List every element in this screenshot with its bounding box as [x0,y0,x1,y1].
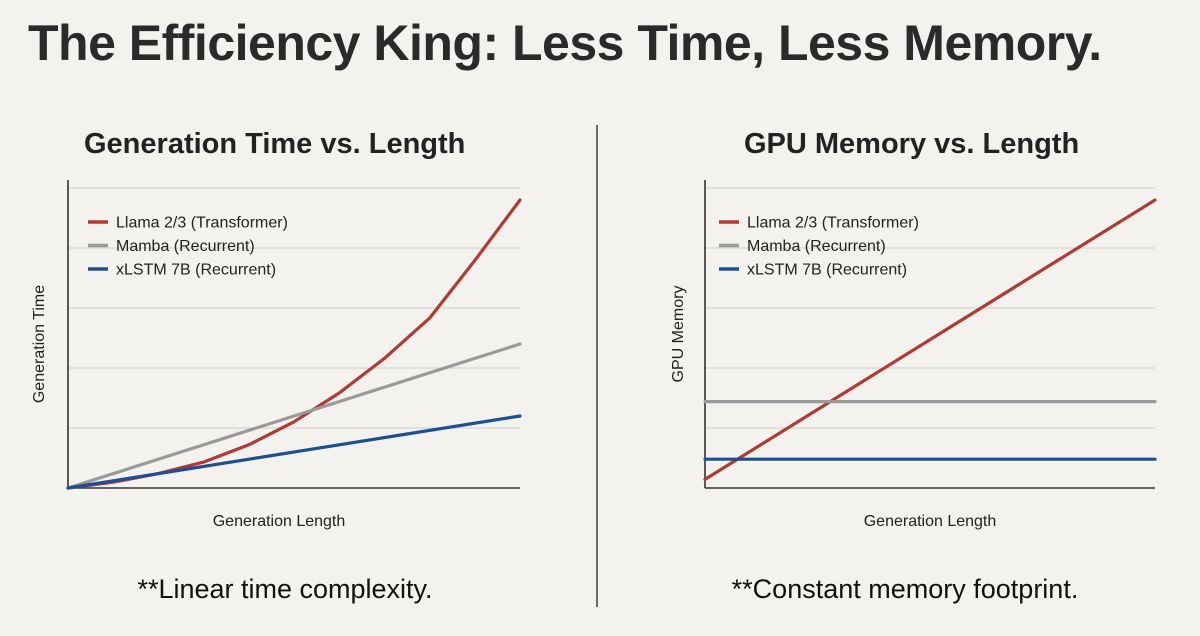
series-line-mamba [66,342,522,490]
memory-chart-title: GPU Memory vs. Length [744,128,1080,160]
page-title: The Efficiency King: Less Time, Less Mem… [28,15,1102,71]
series-line-xlstm [66,414,522,490]
legend-label-llama: Llama 2/3 (Transformer) [116,215,288,232]
time-chart: Llama 2/3 (Transformer) Mamba (Recurrent)… [31,180,522,530]
time-chart-caption: **Linear time complexity. [137,574,433,604]
legend-label-mamba: Mamba (Recurrent) [116,238,255,255]
series-line-llama [703,198,1157,481]
x-axis-label: Generation Length [213,513,346,530]
time-chart-panel: Generation Time vs. Length Llama 2/3 (Tr… [0,0,590,636]
y-axis-label: GPU Memory [670,286,687,383]
memory-chart: Llama 2/3 (Transformer) Mamba (Recurrent)… [670,180,1157,530]
legend-label-llama: Llama 2/3 (Transformer) [747,215,919,232]
time-chart-title: Generation Time vs. Length [84,128,466,160]
x-axis-label: Generation Length [864,513,997,530]
panel-divider [596,125,598,607]
legend-label-xlstm: xLSTM 7B (Recurrent) [116,262,276,279]
legend-label-xlstm: xLSTM 7B (Recurrent) [747,262,907,279]
y-axis-label: Generation Time [31,285,48,403]
memory-chart-panel: GPU Memory vs. Length Llama 2/3 (Transfo… [605,0,1195,636]
legend-label-mamba: Mamba (Recurrent) [747,238,886,255]
memory-chart-caption: **Constant memory footprint. [731,574,1079,604]
